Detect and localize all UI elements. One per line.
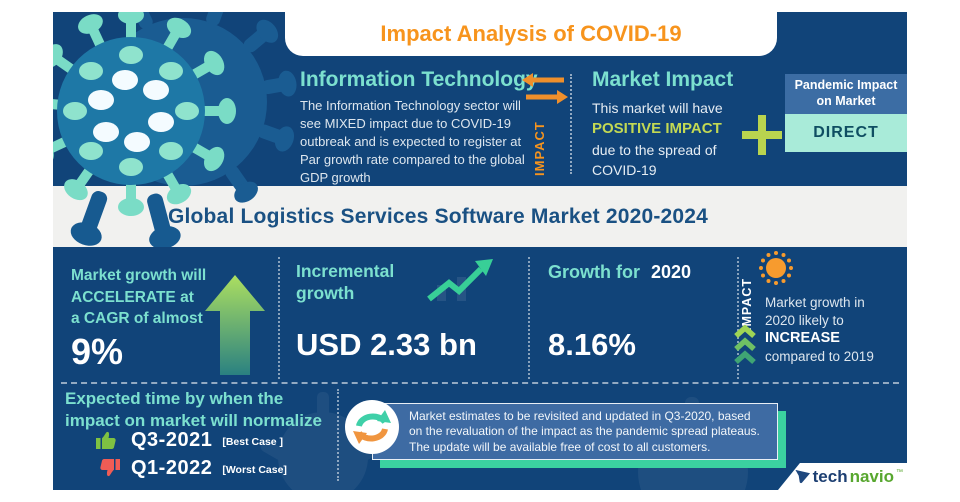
brand-tm: ™	[896, 469, 903, 476]
title-band: Global Logistics Services Software Marke…	[53, 186, 907, 247]
up-arrow-icon	[205, 275, 265, 375]
update-note-text: Market estimates to be revisited and upd…	[409, 409, 760, 454]
market-impact-highlight: POSITIVE IMPACT	[592, 120, 722, 138]
worst-case-row: Q1-2022 [Worst Case]	[95, 455, 287, 481]
horizontal-dashed-divider	[61, 382, 899, 384]
market-impact-line1: This market will have	[592, 100, 723, 116]
best-case-row: Q3-2021 [Best Case ]	[95, 427, 283, 453]
incremental-label: Incremental growth	[296, 261, 394, 305]
virus-sun-icon	[759, 251, 793, 285]
stats-divider-2	[528, 257, 530, 379]
brand-notch: tech navio ™	[778, 463, 907, 490]
sector-body: The Information Technology sector will s…	[300, 98, 525, 185]
report-title: Global Logistics Services Software Marke…	[167, 204, 709, 228]
header-tab: Impact Analysis of COVID-19	[285, 12, 777, 56]
normalize-line2: impact on market will normalize	[65, 411, 322, 431]
stats-band: Market growth will ACCELERATE at a CAGR …	[53, 247, 907, 497]
impact-2020-line3: compared to 2019	[765, 348, 874, 364]
top-dotted-divider	[570, 74, 572, 174]
watermark-virus-icon	[260, 392, 386, 497]
cagr-line3: a CAGR of almost	[71, 310, 203, 328]
impact-2020-highlight: INCREASE	[765, 330, 840, 347]
brand-mark-icon	[795, 469, 810, 484]
update-note-box: Market estimates to be revisited and upd…	[372, 403, 778, 460]
brand-logo: tech navio ™	[794, 467, 903, 487]
cagr-label: Market growth will ACCELERATE at a CAGR …	[71, 265, 206, 330]
normalize-line1: Expected time by when the	[65, 389, 284, 408]
incremental-line2: growth	[296, 282, 355, 303]
cagr-value: 9%	[71, 331, 124, 372]
trend-up-icon	[427, 259, 493, 302]
impact-2020-line1: Market growth in	[765, 295, 865, 310]
stats-divider-1	[278, 257, 280, 379]
brand-name-part1: tech	[812, 466, 848, 486]
sector-heading: Information Technology	[300, 68, 538, 91]
impact-2020-text: Market growth in 2020 likely to INCREASE…	[765, 294, 874, 365]
growth-2020-label: Growth for 2020	[548, 262, 691, 283]
refresh-icon	[345, 400, 399, 454]
thumb-down-icon	[100, 459, 120, 477]
impact-2020-line2: 2020 likely to	[765, 312, 844, 328]
worst-case-quarter: Q1-2022	[131, 456, 213, 479]
best-case-tag: [Best Case ]	[222, 436, 284, 448]
plus-icon	[739, 112, 785, 163]
thumb-up-icon	[96, 431, 116, 449]
market-impact-line2: due to the spread of	[592, 142, 717, 159]
exchange-arrows-icon	[522, 72, 568, 111]
incremental-value: USD 2.33 bn	[296, 327, 477, 362]
best-case-quarter: Q3-2021	[131, 428, 213, 451]
chevrons-up-icon	[734, 325, 756, 365]
market-impact-line3: COVID-19	[592, 162, 657, 179]
growth-2020-value: 8.16%	[548, 327, 636, 362]
normalize-heading: Expected time by when the impact on mark…	[65, 388, 322, 432]
market-impact-body: This market will have POSITIVE IMPACT du…	[592, 98, 723, 181]
brand-name-part2: navio	[849, 466, 894, 486]
cagr-line2: ACCELERATE at	[71, 288, 194, 306]
cagr-line1: Market growth will	[71, 267, 207, 284]
incremental-line1: Incremental	[296, 261, 395, 281]
bottom-dotted-divider	[337, 389, 339, 481]
growth-2020-year: 2020	[651, 262, 692, 282]
growth-2020-prefix: Growth for	[548, 262, 640, 282]
pandemic-impact-box: Pandemic Impact on Market DIRECT	[785, 74, 907, 152]
impact-vertical-label: IMPACT	[532, 121, 547, 176]
worst-case-tag: [Worst Case]	[222, 464, 287, 476]
top-band: Impact Analysis of COVID-19 Information …	[53, 12, 907, 186]
stats-divider-3	[737, 257, 739, 379]
page-header-title: Impact Analysis of COVID-19	[380, 21, 682, 46]
pandemic-impact-value: DIRECT	[785, 114, 907, 152]
virus-illustration	[53, 12, 297, 249]
pandemic-impact-label: Pandemic Impact on Market	[785, 74, 907, 114]
market-impact-heading: Market Impact	[592, 68, 734, 91]
